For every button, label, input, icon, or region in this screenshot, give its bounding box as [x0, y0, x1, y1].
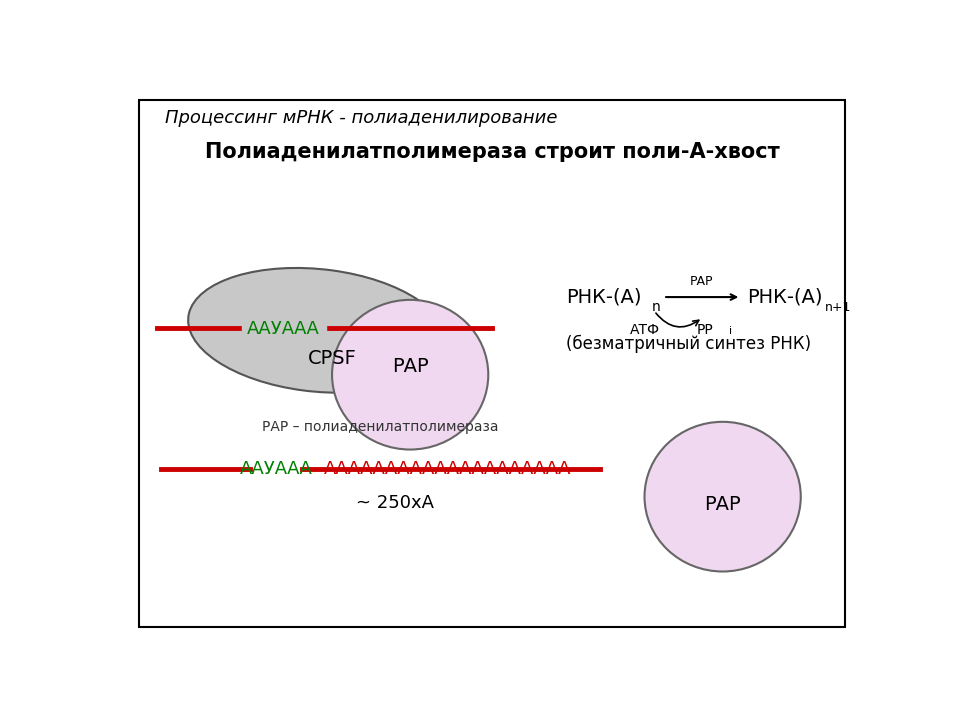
Text: CPSF: CPSF — [307, 348, 356, 367]
Text: ААУААА: ААУААА — [248, 320, 320, 338]
Text: РАР: РАР — [705, 495, 741, 515]
Ellipse shape — [188, 268, 446, 392]
Text: Полиаденилатполимераза строит поли-А-хвост: Полиаденилатполимераза строит поли-А-хво… — [204, 142, 780, 162]
Text: РАР – полиаденилатполимераза: РАР – полиаденилатполимераза — [262, 420, 498, 434]
Text: i: i — [729, 326, 732, 336]
Text: (безматричный синтез РНК): (безматричный синтез РНК) — [566, 335, 811, 354]
Text: РНК-(А): РНК-(А) — [747, 287, 823, 307]
Ellipse shape — [332, 300, 489, 449]
Text: АТФ: АТФ — [630, 323, 660, 337]
Text: ААУААА: ААУААА — [240, 460, 313, 478]
Text: РАР: РАР — [690, 274, 713, 288]
Text: РР: РР — [697, 323, 713, 337]
Text: Процессинг мРНК - полиаденилирование: Процессинг мРНК - полиаденилирование — [165, 109, 557, 127]
Text: РНК-(А): РНК-(А) — [566, 287, 642, 307]
Text: ~ 250хА: ~ 250хА — [356, 494, 434, 512]
Text: АААААААААААААААААААА: АААААААААААААААААААА — [324, 460, 571, 478]
Text: n+1: n+1 — [825, 300, 851, 313]
Text: РАР: РАР — [392, 357, 428, 376]
Ellipse shape — [644, 422, 801, 572]
Text: n: n — [652, 300, 660, 314]
